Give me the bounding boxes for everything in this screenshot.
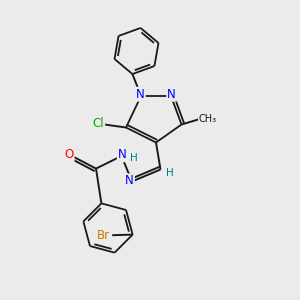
Text: N: N	[167, 88, 176, 101]
Text: N: N	[136, 88, 145, 101]
Text: N: N	[125, 174, 134, 188]
Text: Cl: Cl	[93, 117, 104, 130]
Text: H: H	[130, 153, 138, 164]
Text: H: H	[166, 167, 174, 178]
Text: N: N	[118, 148, 127, 161]
Text: O: O	[64, 148, 74, 161]
Text: Br: Br	[97, 229, 110, 242]
Text: CH₃: CH₃	[199, 113, 217, 124]
